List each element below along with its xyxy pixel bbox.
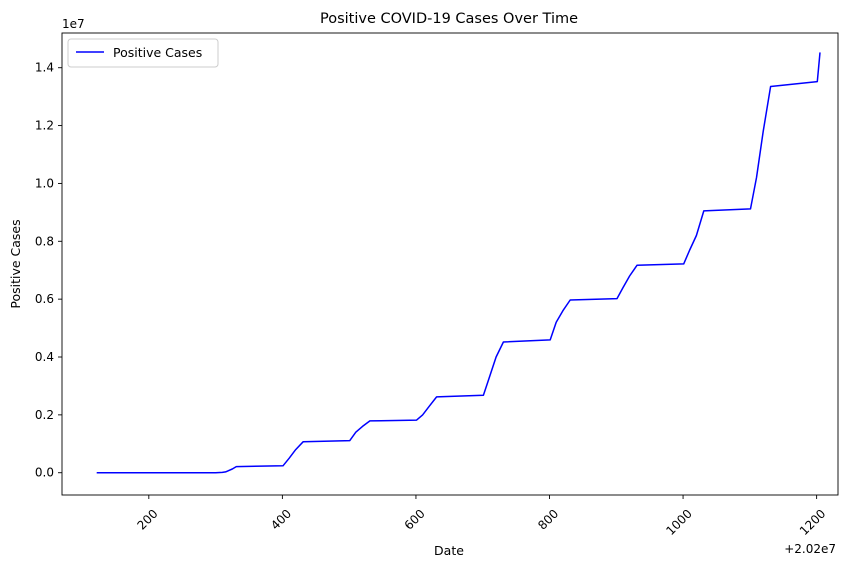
y-tick-label: 0.0 xyxy=(35,466,54,480)
y-tick-label: 0.4 xyxy=(35,350,54,364)
y-tick-label: 1.4 xyxy=(35,61,54,75)
series-layer xyxy=(96,52,821,474)
x-axis-label: Date xyxy=(434,543,464,558)
chart-title: Positive COVID-19 Cases Over Time xyxy=(320,11,578,27)
y-tick-label: 0.6 xyxy=(35,292,54,306)
y-tick-label: 0.8 xyxy=(35,234,54,248)
y-axis-label: Positive Cases xyxy=(8,219,23,308)
y-axis-ticks: 0.0 0.2 0.4 0.6 0.8 1.0 1.2 1.4 xyxy=(35,61,62,480)
axes-frame xyxy=(61,32,839,496)
legend: Positive Cases xyxy=(67,38,219,68)
y-tick-label: 1.0 xyxy=(35,176,54,190)
legend-box xyxy=(67,38,219,68)
y-offset-text: 1e7 xyxy=(62,17,85,31)
legend-label: Positive Cases xyxy=(113,45,202,60)
series-line-positive-cases xyxy=(96,52,821,474)
y-tick-label: 0.2 xyxy=(35,408,54,422)
x-offset-text: +2.02e7 xyxy=(784,542,836,556)
y-tick-label: 1.2 xyxy=(35,119,54,133)
